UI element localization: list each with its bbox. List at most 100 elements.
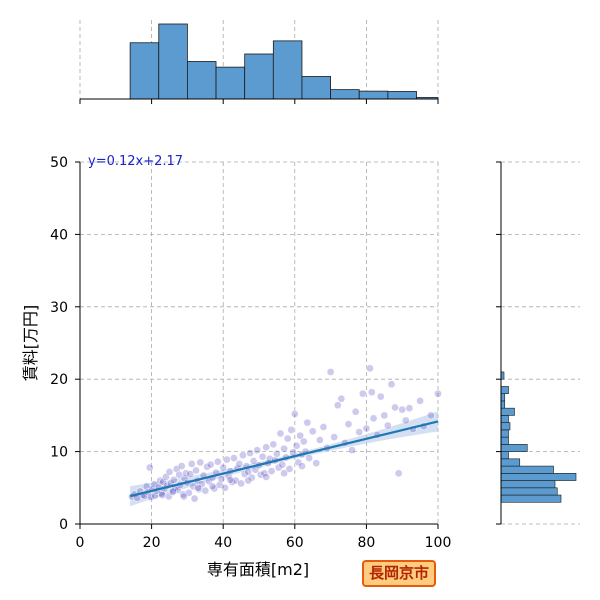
y-hist-bar	[500, 473, 577, 481]
scatter-point	[206, 460, 215, 469]
scatter-point	[147, 493, 155, 502]
scatter-point	[158, 491, 167, 499]
x-tick-label: 40	[214, 535, 232, 551]
x-tick-label: 100	[425, 535, 452, 551]
scatter-point	[280, 469, 288, 478]
scatter-point	[391, 403, 399, 412]
scatter-point	[237, 479, 245, 488]
scatter-point	[169, 475, 178, 484]
x-hist-bar	[301, 76, 331, 100]
scatter-point	[394, 469, 403, 478]
y-hist-bar	[500, 494, 562, 503]
scatter-point	[296, 431, 305, 440]
scatter-point	[303, 418, 312, 427]
x-axis-title: 専有面積[m2]	[207, 560, 309, 579]
scatter-point	[240, 470, 249, 478]
scatter-point	[249, 457, 258, 465]
y-hist-bar	[500, 422, 511, 431]
scatter-point	[244, 476, 253, 485]
scatter-point	[290, 410, 299, 418]
scatter-point	[401, 416, 410, 425]
scatter-point	[194, 483, 202, 492]
x-hist-bar	[215, 66, 246, 100]
y-tick-label: 10	[50, 445, 68, 461]
scatter-point	[333, 401, 342, 410]
y-hist-bar	[500, 400, 506, 409]
scatter-point	[203, 462, 211, 471]
scatter-point	[262, 473, 271, 481]
scatter-point	[316, 436, 324, 444]
x-hist-bar	[387, 91, 417, 100]
scatter-point	[145, 463, 154, 472]
scatter-point	[287, 426, 296, 434]
regression-equation: y=0.12x+2.17	[88, 154, 183, 169]
x-hist-bar	[358, 90, 389, 100]
y-tick-label: 0	[59, 517, 68, 533]
scatter-point	[434, 389, 442, 398]
scatter-point	[405, 404, 414, 413]
scatter-point	[201, 486, 210, 495]
scatter-point	[226, 475, 235, 484]
scatter-point	[326, 368, 335, 376]
y-hist-bar	[500, 386, 509, 394]
x-hist-bar	[158, 23, 188, 100]
scatter-point	[260, 469, 269, 478]
scatter-point	[348, 446, 356, 455]
y-hist-bar	[500, 444, 528, 452]
scatter-point	[362, 424, 371, 433]
scatter-point	[239, 451, 247, 460]
scatter-point	[187, 460, 196, 468]
y-tick-label: 50	[50, 155, 68, 171]
y-hist-bar	[500, 465, 554, 474]
scatter-point	[208, 482, 217, 491]
y-axis-title: 賃料[万円]	[21, 305, 40, 382]
scatter-point	[285, 465, 294, 473]
regression-fit-line	[129, 420, 439, 498]
scatter-point	[165, 468, 174, 476]
scatter-point	[177, 462, 186, 470]
x-hist-bar	[272, 40, 303, 100]
scatter-point	[369, 414, 378, 423]
scatter-point	[172, 465, 181, 473]
y-hist-bar	[500, 451, 509, 460]
scatter-point	[280, 444, 288, 453]
scatter-point	[221, 483, 229, 492]
y-hist-bar	[500, 480, 556, 489]
scatter-point	[351, 407, 360, 416]
scatter-point	[358, 389, 367, 398]
scatter-point	[355, 428, 364, 436]
scatter-point	[308, 427, 317, 436]
scatter-point	[179, 492, 188, 501]
x-tick-label: 80	[357, 535, 375, 551]
scatter-point	[276, 429, 285, 438]
scatter-point	[289, 448, 297, 457]
y-tick-label: 30	[50, 300, 68, 316]
scatter-point	[213, 457, 222, 466]
y-hist-bar	[500, 436, 509, 445]
y-hist-bar	[500, 429, 509, 438]
y-hist-bar	[500, 415, 509, 423]
scatter-point	[319, 423, 328, 431]
scatter-point	[217, 475, 226, 483]
scatter-point	[283, 434, 292, 443]
scatter-point	[230, 454, 238, 462]
scatter-point	[366, 364, 374, 373]
y-hist-bar	[500, 407, 515, 416]
scatter-point	[169, 487, 177, 496]
axes	[75, 98, 502, 529]
x-tick-label: 0	[76, 535, 85, 551]
x-hist-bar	[129, 42, 160, 100]
scatter-point	[426, 411, 435, 420]
scatter-point	[267, 467, 276, 475]
scatter-point	[173, 486, 182, 494]
scatter-point	[292, 441, 301, 450]
scatter-point	[312, 459, 321, 468]
x-hist-bar	[244, 53, 274, 100]
scatter-point	[269, 440, 278, 449]
scatter-point	[298, 462, 306, 470]
scatter-point	[190, 494, 199, 503]
x-marginal-histogram	[129, 23, 439, 100]
scatter-point	[367, 388, 376, 397]
scatter-point	[344, 420, 353, 428]
scatter-point	[258, 452, 267, 461]
